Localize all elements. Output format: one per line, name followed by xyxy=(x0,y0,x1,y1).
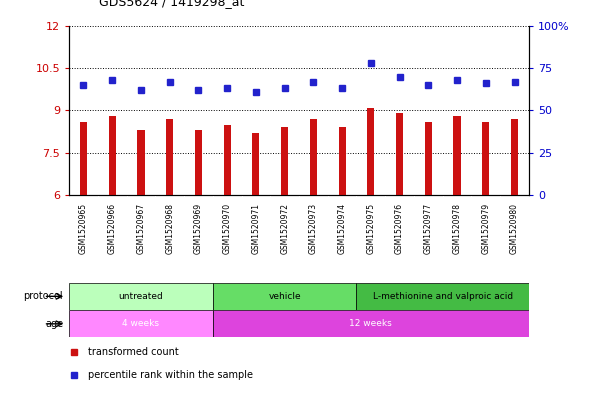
Text: GSM1520970: GSM1520970 xyxy=(222,203,231,254)
Text: percentile rank within the sample: percentile rank within the sample xyxy=(88,370,252,380)
Text: GSM1520980: GSM1520980 xyxy=(510,203,519,253)
Text: GSM1520971: GSM1520971 xyxy=(251,203,260,253)
Text: GSM1520966: GSM1520966 xyxy=(108,203,117,254)
Text: 4 weeks: 4 weeks xyxy=(123,320,159,328)
Text: GSM1520979: GSM1520979 xyxy=(481,203,490,254)
Bar xyxy=(425,122,432,195)
Bar xyxy=(367,108,374,195)
Bar xyxy=(310,119,317,195)
Bar xyxy=(252,133,260,195)
Text: GSM1520972: GSM1520972 xyxy=(280,203,289,253)
Bar xyxy=(80,122,87,195)
Text: GSM1520978: GSM1520978 xyxy=(453,203,462,253)
Bar xyxy=(213,283,356,310)
Bar xyxy=(453,116,460,195)
Text: GSM1520968: GSM1520968 xyxy=(165,203,174,253)
Bar xyxy=(69,310,213,337)
Text: protocol: protocol xyxy=(23,291,63,301)
Text: GDS5624 / 1419298_at: GDS5624 / 1419298_at xyxy=(99,0,245,8)
Bar xyxy=(396,113,403,195)
Bar xyxy=(195,130,202,195)
Text: GSM1520973: GSM1520973 xyxy=(309,203,318,254)
Bar xyxy=(138,130,145,195)
Text: GSM1520975: GSM1520975 xyxy=(367,203,376,254)
Text: untreated: untreated xyxy=(118,292,163,301)
Bar xyxy=(482,122,489,195)
Text: GSM1520969: GSM1520969 xyxy=(194,203,203,254)
Text: GSM1520965: GSM1520965 xyxy=(79,203,88,254)
Text: 12 weeks: 12 weeks xyxy=(349,320,392,328)
Bar xyxy=(338,127,346,195)
Text: vehicle: vehicle xyxy=(268,292,301,301)
Text: L-methionine and valproic acid: L-methionine and valproic acid xyxy=(373,292,513,301)
Text: GSM1520967: GSM1520967 xyxy=(136,203,145,254)
Text: age: age xyxy=(45,319,63,329)
Bar xyxy=(511,119,518,195)
Text: GSM1520977: GSM1520977 xyxy=(424,203,433,254)
Bar xyxy=(281,127,288,195)
Bar xyxy=(356,283,529,310)
Bar xyxy=(166,119,173,195)
Bar xyxy=(213,310,529,337)
Text: GSM1520976: GSM1520976 xyxy=(395,203,404,254)
Bar xyxy=(69,283,213,310)
Text: GSM1520974: GSM1520974 xyxy=(338,203,347,254)
Bar xyxy=(224,125,231,195)
Bar xyxy=(109,116,116,195)
Text: transformed count: transformed count xyxy=(88,347,178,357)
